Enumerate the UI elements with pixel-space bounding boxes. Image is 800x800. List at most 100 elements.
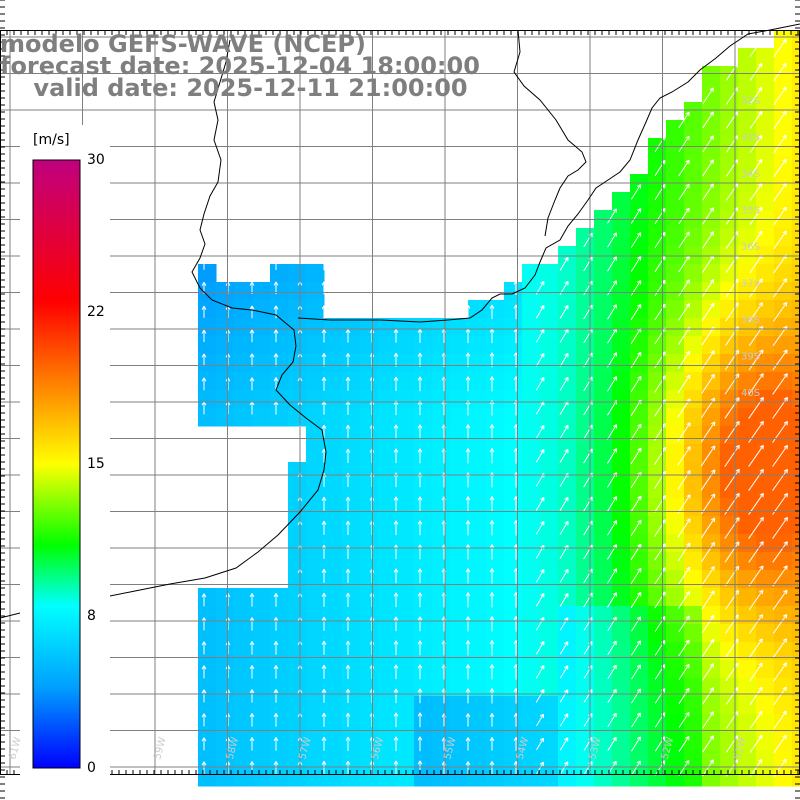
field-cell bbox=[540, 642, 559, 661]
field-cell bbox=[360, 444, 379, 463]
lat-label: 37S bbox=[741, 279, 760, 290]
field-cell bbox=[792, 462, 800, 481]
field-cell bbox=[738, 318, 757, 337]
wind-arrow bbox=[654, 640, 666, 656]
field-cell bbox=[288, 318, 307, 337]
wind-arrow bbox=[535, 304, 545, 319]
field-cell bbox=[666, 426, 685, 445]
wind-arrow bbox=[678, 663, 690, 681]
wind-arrow bbox=[559, 713, 569, 727]
field-cell bbox=[378, 444, 397, 463]
field-cell bbox=[666, 372, 685, 391]
field-cell bbox=[486, 714, 505, 733]
field-cell bbox=[540, 336, 559, 355]
field-cell bbox=[612, 678, 631, 697]
field-cell bbox=[504, 516, 523, 535]
field-cell bbox=[468, 696, 487, 715]
field-cell bbox=[252, 768, 271, 787]
field-cell bbox=[252, 282, 271, 301]
wind-arrow bbox=[393, 496, 399, 512]
field-cell bbox=[756, 516, 775, 535]
wind-arrow bbox=[749, 111, 763, 129]
field-cell bbox=[684, 138, 703, 157]
field-cell bbox=[756, 696, 775, 715]
lat-label: 34S bbox=[741, 169, 760, 180]
field-cell bbox=[468, 606, 487, 625]
wind-arrow bbox=[345, 568, 351, 583]
field-cell bbox=[342, 408, 361, 427]
wind-arrow bbox=[559, 761, 569, 775]
field-cell bbox=[774, 750, 793, 769]
wind-arrow bbox=[489, 640, 495, 656]
wind-arrow bbox=[772, 468, 788, 491]
field-cell bbox=[576, 606, 595, 625]
wind-arrow bbox=[677, 542, 691, 562]
wind-arrow bbox=[631, 712, 641, 728]
field-cell bbox=[414, 408, 433, 427]
field-cell bbox=[558, 768, 577, 787]
field-cell bbox=[504, 498, 523, 517]
wind-arrow bbox=[535, 352, 545, 367]
field-cell bbox=[612, 426, 631, 445]
wind-arrow bbox=[630, 519, 642, 537]
field-cell bbox=[594, 678, 613, 697]
field-cell bbox=[540, 516, 559, 535]
wind-arrow bbox=[249, 593, 255, 607]
wind-arrow bbox=[630, 495, 642, 513]
field-cell bbox=[666, 444, 685, 463]
wind-arrow bbox=[249, 305, 255, 319]
wind-arrow bbox=[700, 469, 716, 491]
field-cell bbox=[558, 696, 577, 715]
field-cell bbox=[486, 768, 505, 787]
field-cell bbox=[522, 372, 541, 391]
field-cell bbox=[738, 678, 757, 697]
field-cell bbox=[738, 462, 757, 481]
field-cell bbox=[648, 246, 667, 265]
wind-arrow bbox=[393, 712, 399, 728]
field-cell bbox=[558, 588, 577, 607]
field-cell bbox=[774, 498, 793, 517]
field-cell bbox=[738, 570, 757, 589]
field-cell bbox=[540, 750, 559, 769]
field-cell bbox=[216, 750, 235, 769]
field-cell bbox=[594, 462, 613, 481]
wind-arrow bbox=[535, 448, 545, 463]
field-cell bbox=[666, 354, 685, 373]
field-cell bbox=[432, 714, 451, 733]
field-cell bbox=[792, 192, 800, 211]
field-cell bbox=[522, 462, 541, 481]
field-cell bbox=[396, 498, 415, 517]
wind-arrow bbox=[559, 256, 569, 271]
field-cell bbox=[252, 660, 271, 679]
field-cell bbox=[486, 732, 505, 751]
field-cell bbox=[756, 66, 775, 85]
field-cell bbox=[576, 624, 595, 643]
field-cell bbox=[342, 498, 361, 517]
wind-arrow bbox=[700, 397, 716, 419]
wind-arrow bbox=[249, 689, 255, 703]
field-cell bbox=[756, 462, 775, 481]
wind-arrow bbox=[465, 664, 471, 680]
wind-arrow bbox=[677, 494, 691, 514]
field-cell bbox=[522, 336, 541, 355]
field-cell bbox=[486, 480, 505, 499]
field-cell bbox=[234, 768, 253, 787]
field-cell bbox=[360, 552, 379, 571]
field-cell bbox=[756, 138, 775, 157]
field-cell bbox=[288, 696, 307, 715]
wind-arrow bbox=[702, 183, 714, 201]
wind-arrow bbox=[678, 231, 690, 249]
field-cell bbox=[630, 192, 649, 211]
wind-arrow bbox=[748, 325, 764, 346]
field-cell bbox=[702, 606, 721, 625]
field-cell bbox=[684, 624, 703, 643]
wind-arrow bbox=[702, 735, 714, 753]
field-cell bbox=[756, 606, 775, 625]
field-cell bbox=[414, 498, 433, 517]
wind-arrow bbox=[345, 712, 351, 727]
field-cell bbox=[288, 732, 307, 751]
wind-arrow bbox=[321, 664, 327, 679]
field-cell bbox=[702, 480, 721, 499]
wind-arrow bbox=[606, 448, 618, 464]
field-cell bbox=[486, 462, 505, 481]
